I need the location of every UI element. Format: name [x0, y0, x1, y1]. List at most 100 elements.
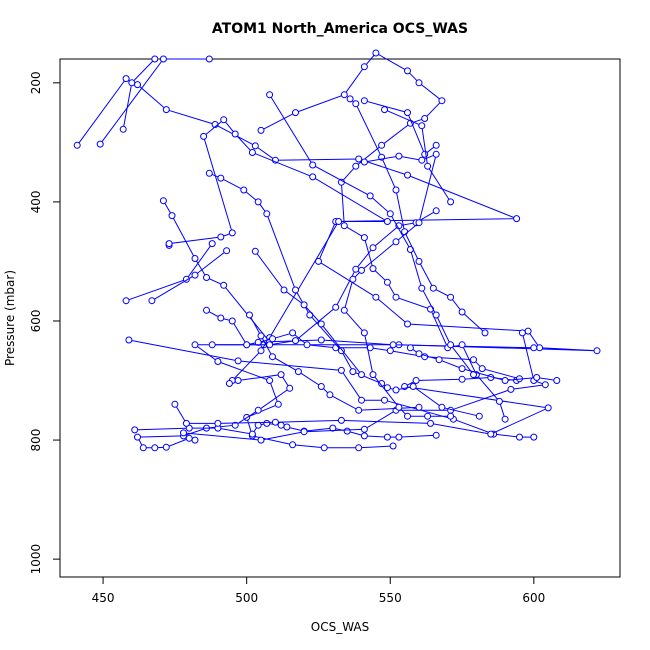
data-point-21-14: [447, 412, 455, 420]
data-point-11-2: [228, 317, 236, 325]
data-point-0-21: [266, 377, 274, 384]
data-point-6-6: [277, 421, 285, 429]
y-tick-label: 200: [29, 71, 43, 94]
data-point-13-5: [352, 265, 360, 273]
data-point-5-7: [516, 433, 523, 441]
data-point-9-1: [182, 419, 190, 427]
data-point-6-7: [283, 423, 291, 431]
data-point-17-7: [447, 341, 455, 349]
data-point-11-8: [332, 344, 340, 352]
data-point-10-7: [541, 381, 549, 389]
data-point-3-8: [309, 173, 317, 181]
data-point-3-5: [220, 116, 228, 124]
data-point-11-6: [289, 329, 297, 337]
data-point-9-5: [427, 419, 434, 427]
data-point-3-23: [139, 444, 147, 452]
data-point-9-2: [214, 419, 222, 427]
flight-track-10: [183, 332, 546, 441]
data-point-21-5: [392, 238, 400, 246]
data-point-22-0: [406, 344, 414, 352]
data-point-0-11: [315, 257, 322, 265]
data-point-5-3: [358, 396, 365, 404]
y-tick-label: 400: [29, 190, 43, 213]
data-point-11-13: [478, 365, 486, 373]
data-point-20-3: [447, 198, 455, 206]
data-point-16-3: [360, 63, 368, 71]
data-point-21-0: [360, 158, 368, 166]
data-point-10-2: [300, 428, 308, 436]
data-point-16-5: [404, 67, 411, 75]
data-point-22-6: [553, 377, 561, 384]
data-point-16-11: [352, 162, 360, 170]
data-point-6-13: [395, 433, 403, 441]
data-point-21-3: [432, 150, 440, 158]
data-point-1-2: [205, 55, 213, 63]
data-point-12-12: [409, 383, 417, 390]
y-tick-label: 600: [29, 310, 43, 333]
data-point-18-6: [429, 284, 437, 292]
data-point-10-9: [518, 329, 526, 337]
data-point-11-7: [303, 341, 311, 349]
data-point-3-3: [228, 229, 236, 237]
data-point-14-5: [326, 391, 334, 399]
data-point-2-0: [119, 125, 127, 133]
data-point-13-1: [243, 341, 251, 349]
data-point-18-8: [458, 308, 466, 316]
data-point-5-1: [234, 357, 242, 365]
data-point-7-0: [148, 297, 156, 305]
data-point-3-1: [165, 240, 173, 248]
data-point-8-7: [389, 341, 397, 349]
data-point-21-8: [340, 306, 348, 314]
data-point-16-20: [458, 341, 466, 349]
data-point-12-13: [438, 403, 446, 411]
x-tick-label: 500: [235, 591, 258, 605]
data-point-16-22: [495, 397, 503, 405]
data-point-12-1: [217, 174, 225, 182]
data-point-13-4: [332, 303, 340, 311]
data-point-15-2: [300, 301, 308, 309]
data-point-7-2: [223, 247, 231, 255]
data-point-1-0: [96, 140, 104, 148]
data-point-16-6: [415, 79, 423, 87]
data-point-3-12: [257, 347, 265, 355]
data-point-0-5: [251, 142, 259, 150]
data-point-6-12: [383, 433, 391, 441]
data-point-15-0: [251, 247, 259, 255]
data-point-0-13: [404, 320, 411, 328]
data-point-3-18: [254, 406, 262, 414]
data-point-16-15: [369, 265, 377, 273]
data-point-5-4: [381, 396, 388, 404]
data-point-16-13: [340, 222, 348, 230]
data-point-21-11: [395, 403, 403, 411]
y-axis: 200 400 600 800 1000: [29, 71, 61, 574]
data-point-20-0: [381, 106, 388, 114]
data-point-14-0: [246, 311, 253, 319]
data-point-20-2: [424, 162, 432, 170]
data-point-3-7: [248, 149, 256, 156]
data-point-4-2: [208, 240, 216, 248]
data-point-17-0: [266, 91, 274, 99]
x-axis: 450 500 550 600: [92, 576, 545, 605]
y-axis-label: Pressure (mbar): [3, 270, 17, 366]
data-point-6-10: [343, 427, 351, 435]
data-point-0-3: [162, 106, 170, 114]
data-point-6-11: [360, 432, 368, 440]
data-point-18-9: [481, 329, 489, 337]
data-point-2-1: [128, 79, 136, 87]
data-point-3-16: [277, 371, 285, 379]
data-point-13-6: [369, 244, 377, 252]
data-point-6-0: [131, 426, 139, 434]
data-point-8-4: [220, 281, 228, 289]
data-point-14-1: [257, 332, 265, 340]
x-tick-label: 550: [379, 591, 402, 605]
data-point-5-2: [337, 366, 345, 374]
flight-track-13: [212, 210, 437, 346]
data-point-3-4: [200, 132, 208, 140]
data-point-21-4: [415, 219, 423, 227]
data-point-0-9: [513, 215, 521, 223]
data-point-12-5: [292, 286, 299, 294]
data-point-13-9: [432, 207, 440, 215]
data-point-10-0: [180, 429, 187, 437]
data-point-19-2: [421, 150, 429, 158]
